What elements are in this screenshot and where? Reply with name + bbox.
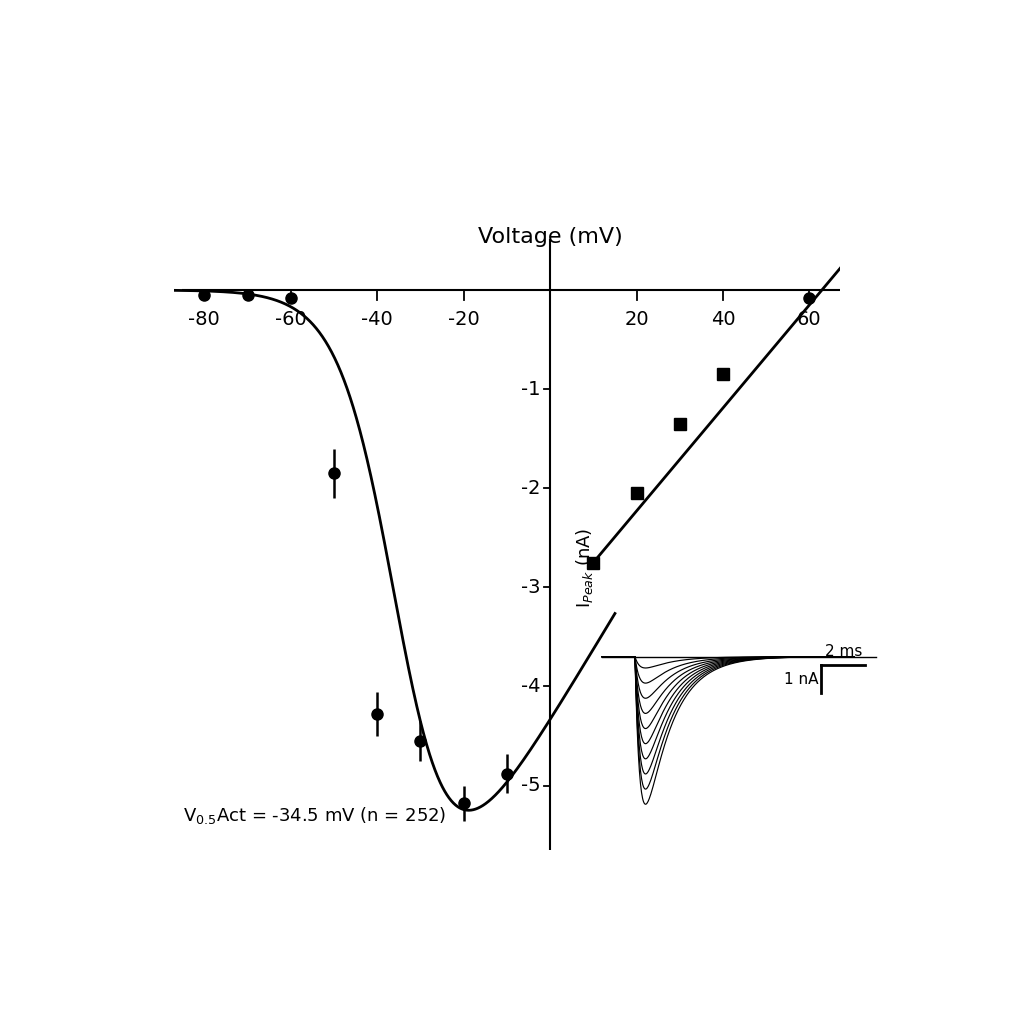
Text: 60: 60 <box>797 310 821 329</box>
Text: -4: -4 <box>521 677 541 696</box>
Text: 1 nA: 1 nA <box>783 672 818 687</box>
Text: 20: 20 <box>625 310 649 329</box>
Text: -1: -1 <box>521 380 541 398</box>
Text: 2 ms: 2 ms <box>824 644 862 659</box>
Text: -5: -5 <box>521 776 541 795</box>
Text: -3: -3 <box>521 578 541 597</box>
Text: -80: -80 <box>188 310 220 329</box>
Text: -20: -20 <box>447 310 479 329</box>
Text: V$_{0.5}$Act = -34.5 mV (n = 252): V$_{0.5}$Act = -34.5 mV (n = 252) <box>182 805 446 825</box>
Text: 40: 40 <box>711 310 735 329</box>
Text: -2: -2 <box>521 478 541 498</box>
Text: -60: -60 <box>274 310 306 329</box>
Text: -40: -40 <box>361 310 393 329</box>
Text: Voltage (mV): Voltage (mV) <box>478 227 623 248</box>
Text: I$_{Peak}$ (nA): I$_{Peak}$ (nA) <box>574 527 595 607</box>
